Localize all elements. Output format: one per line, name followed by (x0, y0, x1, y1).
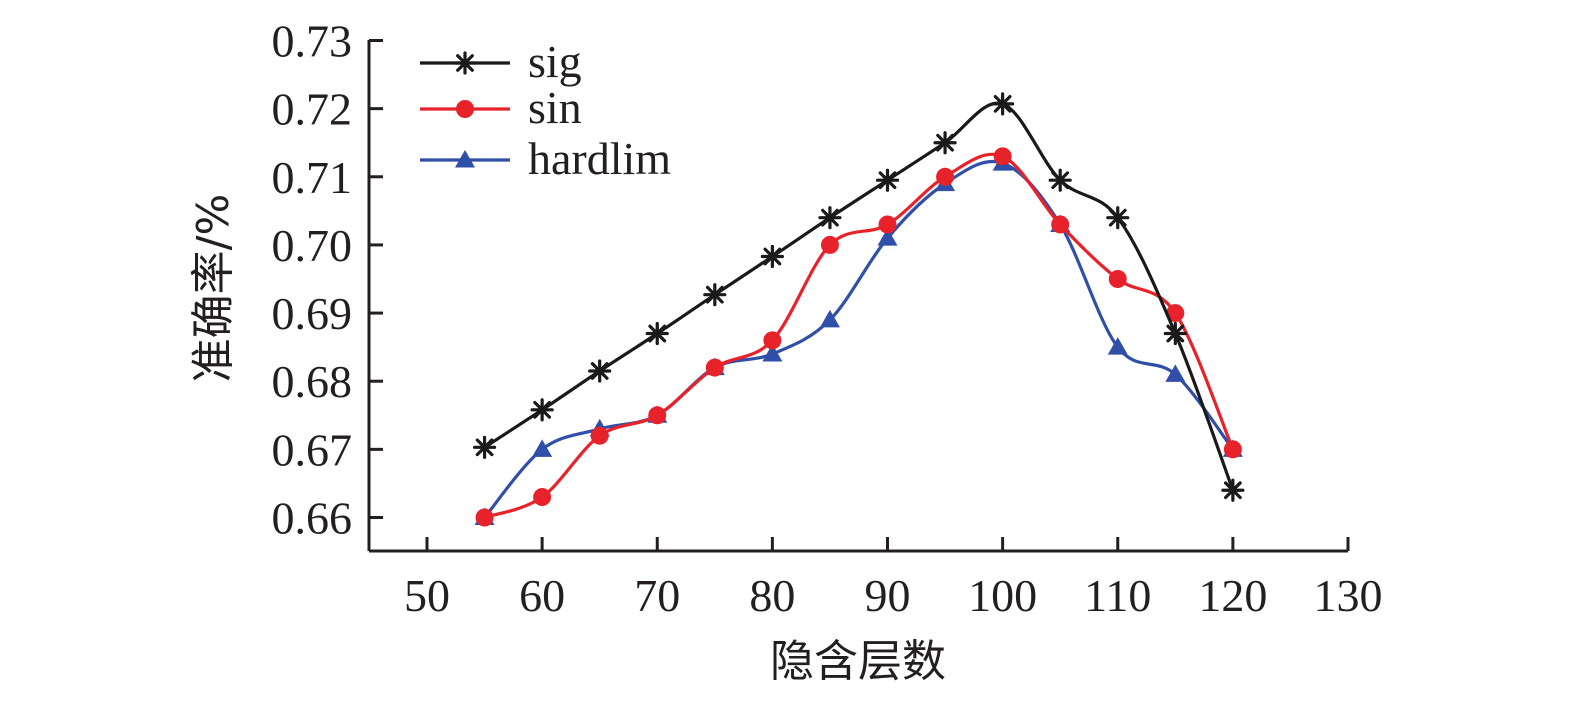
data-point-sin (1166, 304, 1185, 323)
data-point-hardlim (762, 343, 783, 362)
legend-marker (453, 51, 477, 75)
x-tick-label: 90 (865, 570, 911, 621)
data-point-sin (705, 358, 724, 377)
data-point-sin (763, 331, 782, 350)
legend-item-hardlim: hardlim (420, 133, 671, 184)
data-point-hardlim (1165, 364, 1186, 382)
data-point-sig (991, 92, 1015, 116)
legend-label: hardlim (528, 133, 671, 184)
x-tick-label: 110 (1084, 570, 1151, 621)
data-point-sig (1221, 478, 1245, 502)
legend-label: sin (528, 82, 582, 133)
series-sig (472, 92, 1245, 502)
axes (367, 40, 1348, 553)
y-tick-label: 0.71 (272, 152, 353, 203)
data-point-hardlim (532, 439, 553, 457)
y-tick-label: 0.73 (272, 16, 353, 67)
data-point-sig (703, 283, 727, 307)
x-tick-label: 80 (749, 570, 795, 621)
data-point-sig (645, 321, 669, 346)
data-point-hardlim (819, 309, 840, 328)
y-tick-label: 0.70 (272, 220, 353, 271)
data-point-sin (590, 426, 609, 445)
data-point-sig (1048, 168, 1072, 192)
data-point-sin (1223, 440, 1242, 459)
data-point-hardlim (1107, 337, 1128, 355)
data-point-sig (933, 131, 957, 155)
series-line-sin (484, 152, 1235, 520)
y-axis-ticks: 0.66 0.67 0.68 0.69 0.70 0.71 0.72 0.73 (272, 16, 383, 544)
y-tick-label: 0.67 (272, 424, 353, 475)
data-point-sin (475, 508, 494, 527)
x-tick-label: 60 (519, 570, 565, 621)
data-point-sin (533, 488, 552, 507)
data-point-sig (760, 244, 784, 269)
data-point-sin (1051, 215, 1070, 234)
data-point-sig (530, 398, 554, 422)
legend-marker (455, 150, 475, 168)
y-tick-label: 0.66 (272, 493, 353, 544)
data-point-sig (818, 206, 842, 230)
data-point-sig (588, 359, 612, 383)
x-tick-label: 50 (404, 570, 450, 621)
y-tick-label: 0.72 (272, 84, 353, 135)
series-hardlim (474, 153, 1243, 525)
x-tick-label: 70 (634, 570, 680, 621)
data-point-sig (472, 435, 497, 459)
data-point-hardlim (877, 228, 898, 246)
x-tick-label: 100 (968, 570, 1037, 621)
x-tick-label: 130 (1314, 570, 1383, 621)
data-point-sig (875, 168, 900, 192)
data-point-sin (878, 215, 897, 234)
data-point-sin (820, 235, 839, 254)
legend-label: sig (528, 36, 582, 87)
x-axis-label: 隐含层数 (770, 636, 946, 687)
plot-area (472, 92, 1245, 527)
y-axis-label: 准确率/% (188, 194, 239, 383)
legend-item-sin: sin (420, 82, 582, 133)
data-point-sin (993, 147, 1012, 166)
data-point-sin (936, 167, 955, 186)
y-tick-label: 0.69 (272, 288, 353, 339)
data-point-sin (648, 406, 667, 425)
x-axis-ticks: 50 60 70 80 90 100 110 120 130 (404, 537, 1383, 621)
data-point-sig (1106, 206, 1130, 230)
x-tick-label: 120 (1198, 570, 1267, 621)
series-sin (475, 147, 1242, 527)
legend-item-sig: sig (420, 36, 582, 87)
data-point-sig (1163, 321, 1187, 346)
data-point-sin (1108, 270, 1127, 288)
y-tick-label: 0.68 (272, 356, 353, 407)
legend-marker (456, 100, 474, 118)
